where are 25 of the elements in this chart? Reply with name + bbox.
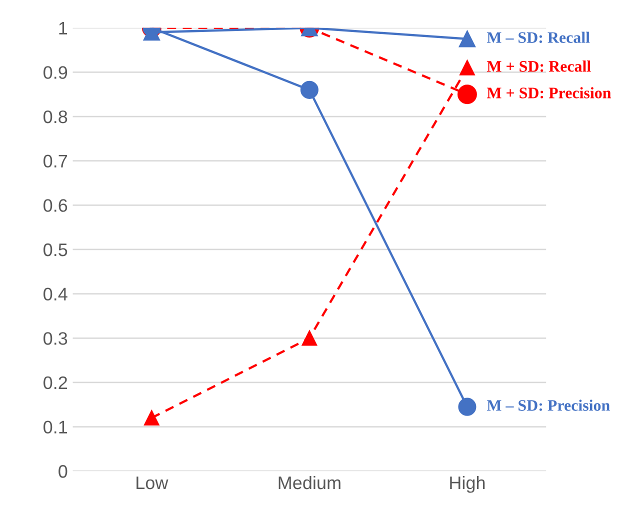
y-tick-label: 0.5 — [44, 243, 68, 256]
series-label: M + SD: Precision — [486, 87, 612, 98]
y-tick-label: 0 — [58, 465, 68, 478]
y-tick-label: 0.8 — [44, 110, 68, 124]
y-tick-label: 0.6 — [44, 199, 68, 212]
y-tick-label: 0.7 — [44, 154, 68, 168]
x-tick-label: High — [450, 476, 485, 493]
y-tick-label: 0.2 — [44, 376, 68, 390]
point — [300, 80, 318, 99]
series-label: M – SD: Precision — [486, 400, 610, 411]
y-tick-label: 0.3 — [44, 332, 68, 345]
point — [302, 330, 318, 346]
y-tick-label: 0.1 — [44, 420, 68, 434]
point — [460, 60, 475, 76]
y-tick-label: 1 — [59, 22, 68, 34]
x-tick-label: Low — [136, 476, 168, 490]
point — [458, 30, 476, 48]
x-tick-label: Medium — [278, 476, 340, 490]
point — [458, 398, 476, 416]
series-label: M + SD: Recall — [486, 60, 591, 72]
point — [458, 84, 477, 104]
point — [144, 410, 160, 426]
y-tick-label: 0.4 — [44, 288, 68, 301]
series-label: M – SD: Recall — [486, 32, 590, 44]
y-tick-label: 0.9 — [44, 66, 68, 79]
